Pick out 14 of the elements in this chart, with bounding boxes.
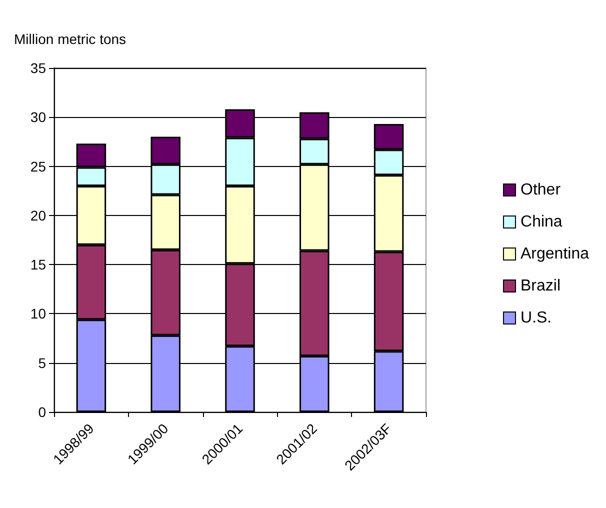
legend-label: Other [520,182,562,198]
y-tick-label: 35 [30,60,46,76]
y-tick-label: 25 [30,158,46,174]
legend-label: Argentina [520,246,590,262]
y-tick-label: 5 [38,354,46,371]
y-tick-label: 30 [30,109,46,126]
legend-label: China [520,214,562,230]
y-axis-title: Million metric tons [14,31,126,47]
legend-label: Brazil [520,278,561,294]
y-tick-label: 10 [30,306,46,322]
y-tick-label: 15 [30,256,46,273]
legend-label: U.S. [520,310,552,326]
y-tick-label: 20 [30,207,46,224]
y-tick-label: 0 [38,404,46,420]
